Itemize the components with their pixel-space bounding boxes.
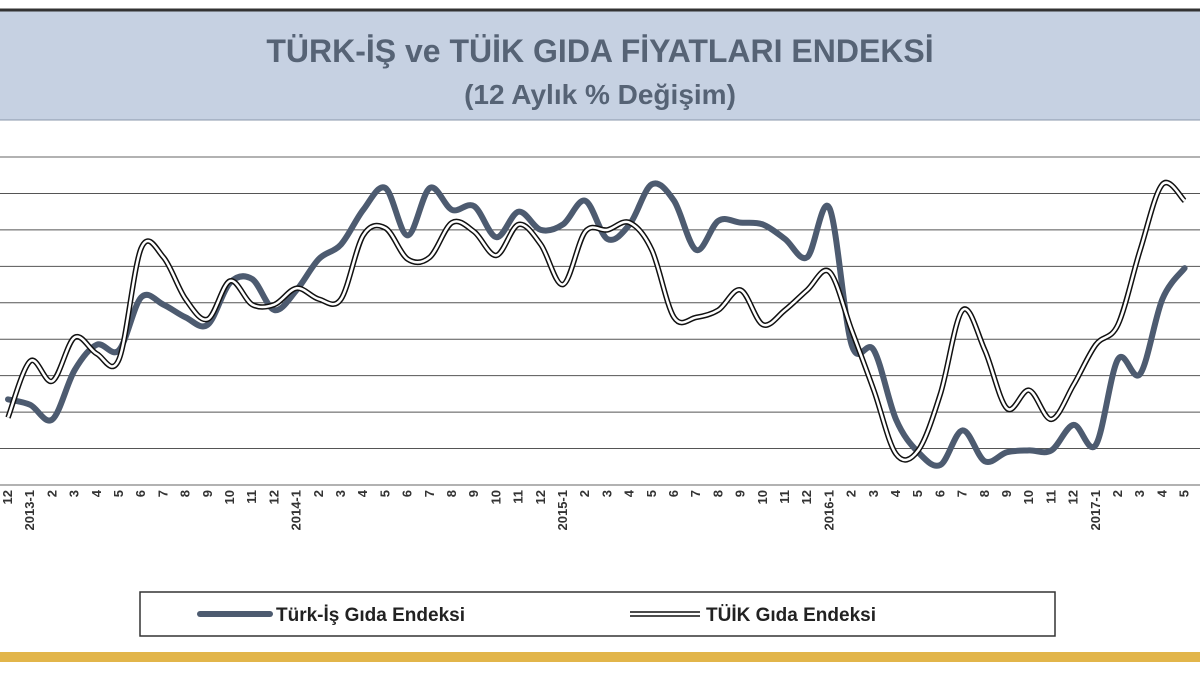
x-tick-label: 4 [355,489,370,497]
x-tick-label: 4 [622,489,637,497]
x-tick-label: 11 [777,490,792,504]
x-tick-label: 12 [1066,490,1081,504]
x-tick-label: 2016-1 [821,490,836,530]
x-tick-label: 9 [200,490,215,497]
legend-box [139,591,1056,637]
chart-title: TÜRK-İŞ ve TÜİK GIDA FİYATLARI ENDEKSİ [266,33,933,69]
x-tick-label: 2 [1110,490,1125,497]
x-tick-label: 8 [178,490,193,497]
x-tick-label: 4 [888,489,903,497]
x-tick-label: 5 [644,490,659,497]
x-tick-label: 3 [1132,490,1147,497]
x-tick-label: 10 [488,490,503,504]
chart-subtitle: (12 Aylık % Değişim) [464,79,736,110]
x-tick-label: 8 [444,490,459,497]
x-tick-label: 3 [866,490,881,497]
x-tick-label: 8 [977,490,992,497]
x-tick-label: 12 [533,490,548,504]
x-tick-label: 3 [67,490,82,497]
x-tick-label: 4 [89,489,104,497]
x-tick-label: 9 [466,490,481,497]
x-tick-label: 3 [599,490,614,497]
x-tick-label: 6 [400,490,415,497]
x-tick-label: 7 [688,490,703,497]
x-tick-label: 2014-1 [289,490,304,530]
x-tick-label: 11 [511,490,526,504]
x-tick-label: 6 [666,490,681,497]
x-tick-label: 12 [0,490,15,504]
x-tick-label: 5 [377,490,392,497]
x-tick-label: 12 [266,490,281,504]
legend-label: Türk-İş Gıda Endeksi [276,605,465,626]
x-tick-label: 4 [1154,489,1169,497]
x-tick-label: 5 [111,490,126,497]
footer-band [0,652,1200,662]
x-tick-label: 10 [222,490,237,504]
x-tick-label: 9 [733,490,748,497]
x-tick-label: 2 [44,490,59,497]
x-tick-label: 8 [710,490,725,497]
series-line-inner [6,181,1186,462]
x-tick-label: 9 [999,490,1014,497]
legend-label: TÜİK Gıda Endeksi [706,605,876,626]
header-band [0,10,1200,120]
x-tick-label: 7 [422,490,437,497]
x-tick-label: 10 [1021,490,1036,504]
x-tick-label: 7 [155,490,170,497]
x-tick-label: 2 [311,490,326,497]
x-tick-label: 11 [1043,490,1058,504]
x-tick-label: 11 [244,490,259,504]
x-tick-label: 2013-1 [22,490,37,530]
x-tick-label: 5 [1177,490,1192,497]
x-tick-label: 2 [577,490,592,497]
plot-area [0,156,1200,486]
x-tick-label: 6 [133,490,148,497]
x-tick-label: 12 [799,490,814,504]
x-tick-label: 3 [333,490,348,497]
x-tick-label: 2015-1 [555,490,570,530]
x-tick-label: 2017-1 [1088,490,1103,530]
x-tick-label: 7 [955,490,970,497]
x-tick-label: 5 [910,490,925,497]
x-tick-label: 10 [755,490,770,504]
x-tick-label: 6 [932,490,947,497]
x-tick-label: 2 [844,490,859,497]
series-line [5,180,1188,469]
